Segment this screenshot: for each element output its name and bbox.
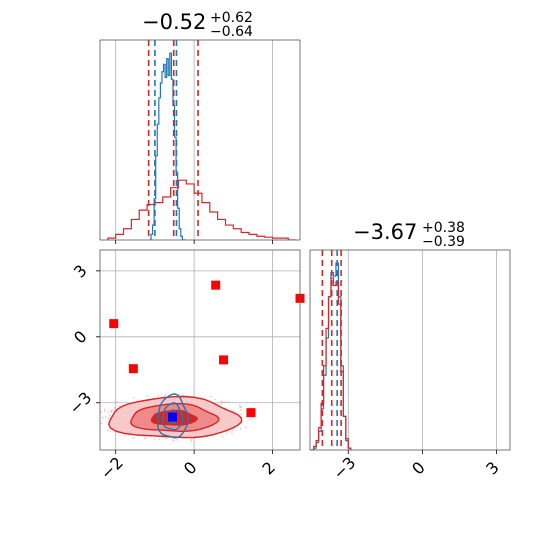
histogram-step — [311, 277, 352, 450]
marginal-panel-param-1: −0.52 +0.62 −0.64 — [99, 10, 301, 244]
sample-point — [214, 398, 217, 401]
y-tick-label: 0 — [70, 327, 91, 348]
sample-point — [190, 440, 193, 443]
sample-point — [240, 413, 243, 416]
title-lower: −0.39 — [422, 234, 465, 250]
red-square-marker — [219, 355, 229, 365]
joint-panel: −2 0 2 −3 0 3 — [65, 249, 305, 483]
title-upper: +0.62 — [210, 10, 253, 26]
title-lower: −0.64 — [210, 24, 253, 40]
panel-title: −0.52 +0.62 −0.64 — [142, 10, 253, 40]
sample-point — [132, 436, 135, 439]
sample-point — [221, 435, 224, 438]
sample-point — [239, 406, 242, 409]
title-upper: +0.38 — [422, 220, 465, 236]
sample-point — [171, 438, 174, 441]
panel-title: −3.67 +0.38 −0.39 — [353, 220, 465, 250]
sample-point — [244, 426, 247, 429]
axes-frame — [309, 249, 511, 451]
x-tick-label: −2 — [97, 453, 127, 483]
sample-point — [107, 411, 110, 414]
sample-point — [103, 408, 106, 411]
sample-point — [158, 438, 161, 441]
sample-point — [132, 396, 135, 399]
sample-point — [116, 401, 118, 403]
ticks — [115, 240, 273, 244]
sample-point — [153, 438, 156, 441]
sample-point — [231, 409, 233, 412]
axes-frame — [99, 39, 301, 241]
grid-lines — [347, 250, 497, 450]
sample-point — [110, 411, 113, 413]
x-tick-label: 2 — [258, 458, 279, 479]
sample-point — [238, 404, 241, 407]
sample-point — [221, 400, 223, 403]
sample-point — [220, 403, 223, 406]
x-tick-label: 3 — [482, 458, 503, 479]
sample-point — [173, 439, 175, 442]
marginal-panel-param-2: −3 0 3 −3.67 +0.38 −0.39 — [309, 220, 511, 483]
ticks: −3 0 3 — [329, 450, 503, 483]
x-tick-label: 0 — [180, 458, 201, 479]
sample-point — [176, 439, 179, 441]
sample-point — [224, 401, 227, 403]
quantile-lines — [147, 40, 199, 240]
x-tick-label: 0 — [408, 458, 429, 479]
sample-point — [104, 415, 107, 418]
sample-point — [210, 396, 212, 398]
sample-point — [231, 429, 234, 432]
grid-lines — [115, 40, 273, 240]
sample-point — [100, 422, 103, 425]
blue-contour — [156, 393, 189, 439]
histogram-step — [107, 179, 297, 240]
sample-point — [146, 395, 149, 397]
title-main: −0.52 — [142, 10, 206, 34]
sample-point — [97, 412, 99, 414]
sample-point — [190, 438, 193, 441]
sample-point — [107, 417, 110, 420]
sample-point — [222, 401, 225, 404]
sample-point — [228, 401, 230, 403]
sample-point — [101, 416, 104, 419]
sample-point — [239, 427, 242, 430]
blue-square-marker — [168, 412, 178, 422]
sample-point — [234, 411, 237, 414]
x-tick-label: −3 — [329, 453, 359, 483]
sample-point — [231, 432, 233, 435]
blue-contours — [156, 393, 189, 439]
sample-point — [165, 437, 168, 440]
blue-contour — [167, 409, 179, 425]
red-square-marker — [109, 319, 119, 329]
blue-contour — [162, 402, 184, 431]
sample-point — [123, 434, 126, 437]
sample-point — [239, 408, 242, 411]
sample-point — [107, 429, 109, 432]
red-square-marker — [128, 364, 138, 374]
sample-point — [108, 414, 111, 417]
sample-point — [103, 410, 106, 413]
sample-point — [144, 437, 147, 440]
sample-point — [233, 427, 236, 430]
sample-point — [98, 424, 100, 426]
sample-point — [225, 432, 228, 435]
quantile-lines — [321, 250, 342, 450]
red-square-marker — [246, 408, 256, 418]
sample-point — [100, 410, 103, 413]
sample-point — [157, 395, 159, 397]
y-tick-label: −3 — [65, 388, 95, 418]
sample-point — [118, 405, 120, 408]
sample-point — [113, 406, 116, 409]
y-tick-label: 3 — [70, 261, 91, 282]
sample-point — [111, 409, 113, 412]
sample-point — [164, 393, 167, 396]
title-main: −3.67 — [353, 220, 417, 244]
sample-point — [182, 394, 185, 397]
histograms — [107, 52, 297, 240]
red-square-marker — [211, 280, 221, 290]
axes-frame — [99, 249, 301, 451]
sample-point — [163, 394, 166, 397]
